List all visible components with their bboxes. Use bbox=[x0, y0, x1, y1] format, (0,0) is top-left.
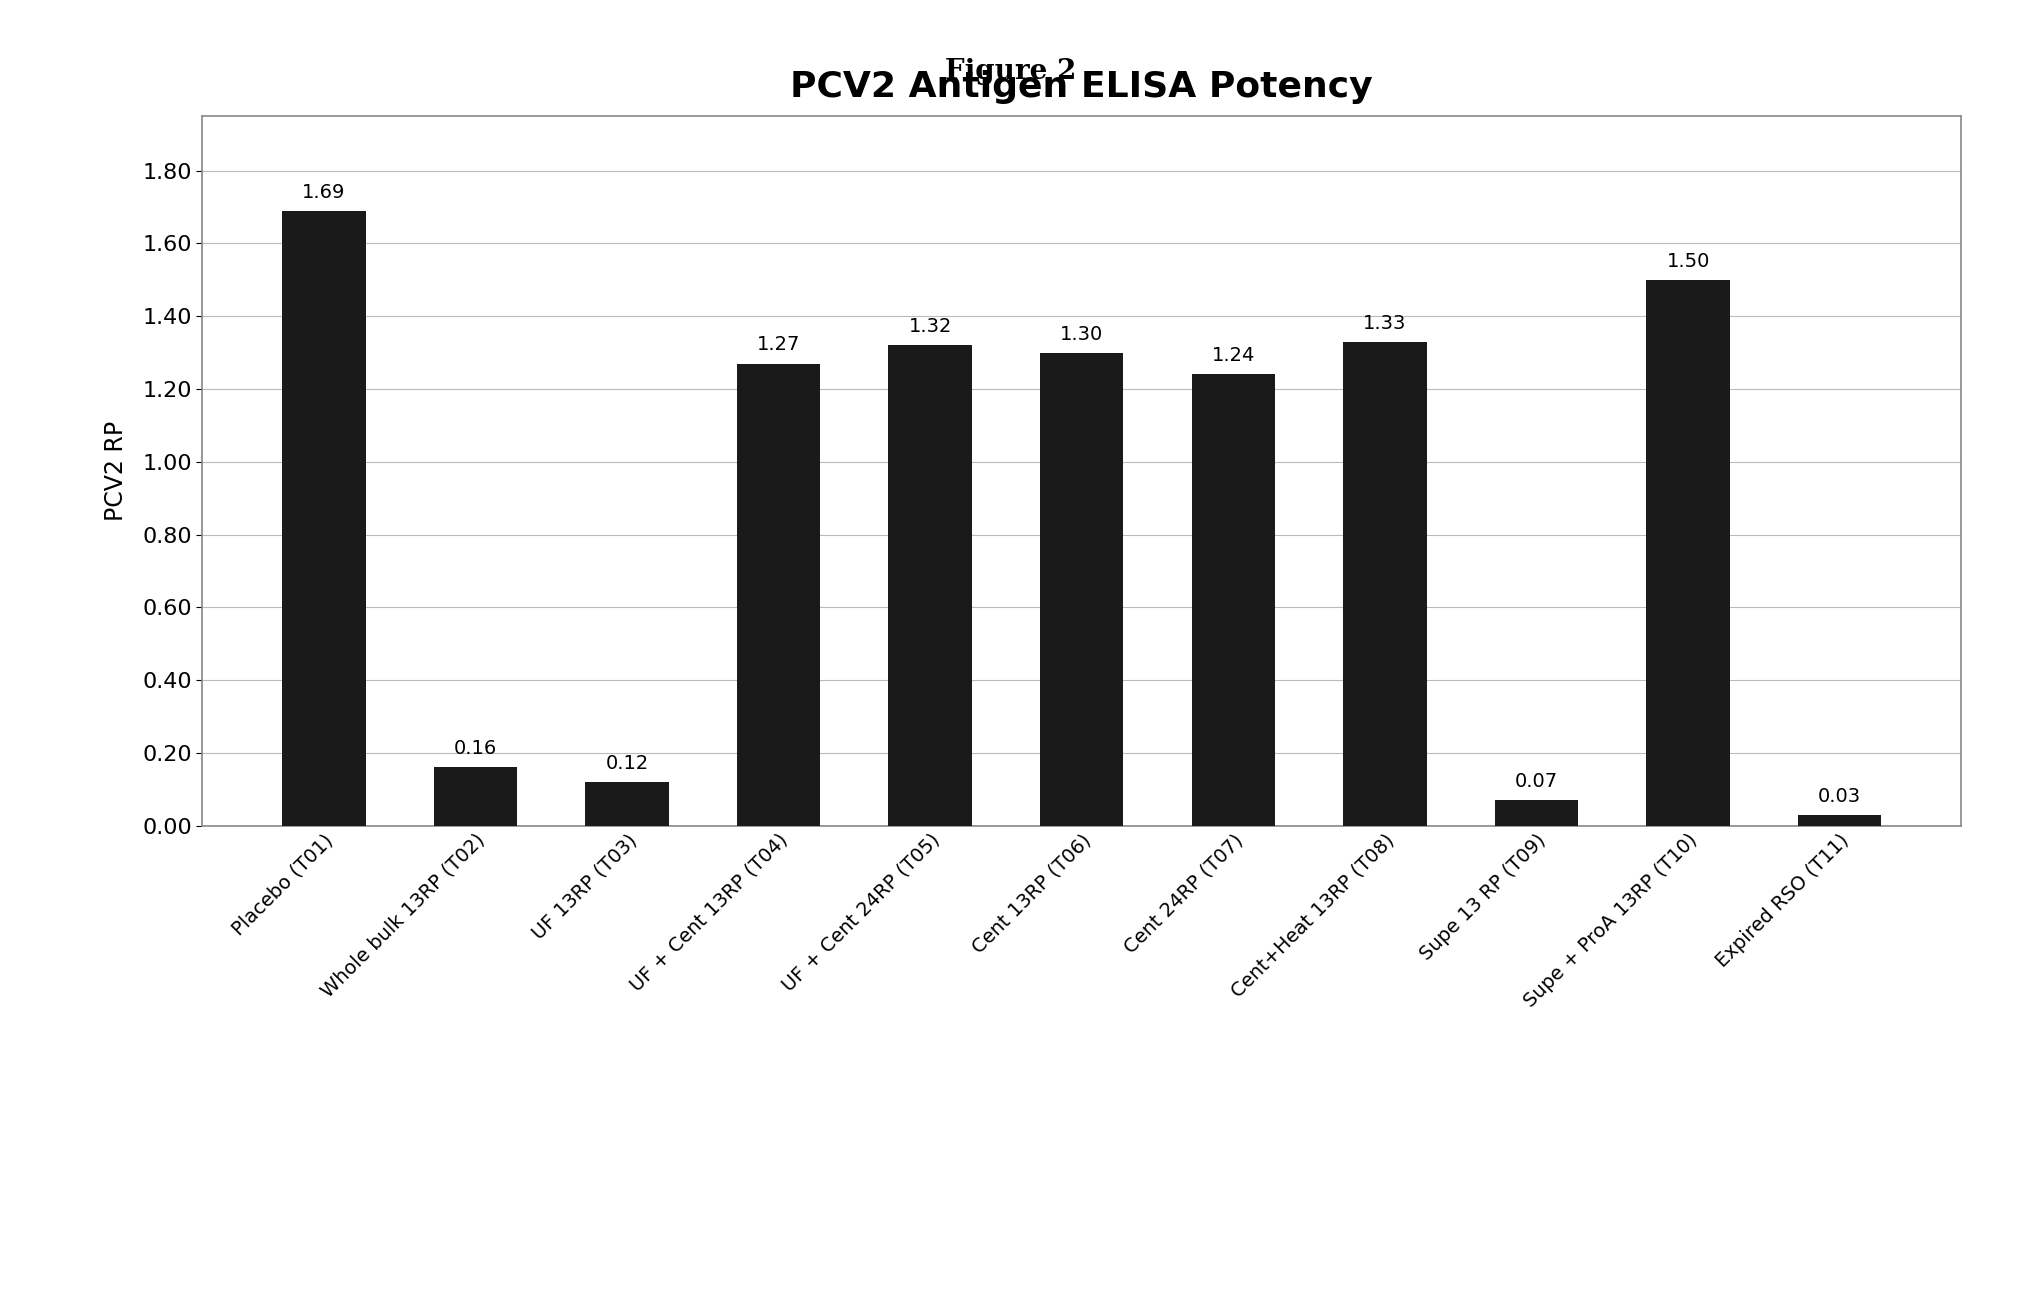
Bar bbox=[584, 782, 669, 826]
Bar bbox=[1039, 352, 1124, 826]
Text: 1.27: 1.27 bbox=[756, 335, 801, 355]
Text: 1.24: 1.24 bbox=[1211, 346, 1256, 365]
Text: Figure 2: Figure 2 bbox=[946, 58, 1076, 85]
Bar bbox=[1494, 800, 1579, 826]
Text: 1.33: 1.33 bbox=[1363, 313, 1407, 333]
Text: 1.32: 1.32 bbox=[908, 317, 952, 337]
Text: 0.16: 0.16 bbox=[453, 739, 497, 759]
Text: 1.50: 1.50 bbox=[1666, 252, 1711, 271]
Text: 1.69: 1.69 bbox=[301, 183, 346, 201]
Bar bbox=[1191, 374, 1276, 826]
Title: PCV2 Antigen ELISA Potency: PCV2 Antigen ELISA Potency bbox=[791, 70, 1373, 103]
Bar bbox=[435, 768, 518, 826]
Text: 0.12: 0.12 bbox=[605, 753, 649, 773]
Bar bbox=[1343, 342, 1428, 826]
Text: 0.03: 0.03 bbox=[1818, 787, 1862, 805]
Bar bbox=[1798, 815, 1880, 826]
Y-axis label: PCV2 RP: PCV2 RP bbox=[105, 421, 127, 521]
Bar bbox=[283, 210, 366, 826]
Bar bbox=[888, 346, 973, 826]
Text: 0.07: 0.07 bbox=[1514, 771, 1559, 791]
Text: 1.30: 1.30 bbox=[1060, 325, 1104, 343]
Bar bbox=[736, 364, 821, 826]
Bar bbox=[1646, 280, 1729, 826]
